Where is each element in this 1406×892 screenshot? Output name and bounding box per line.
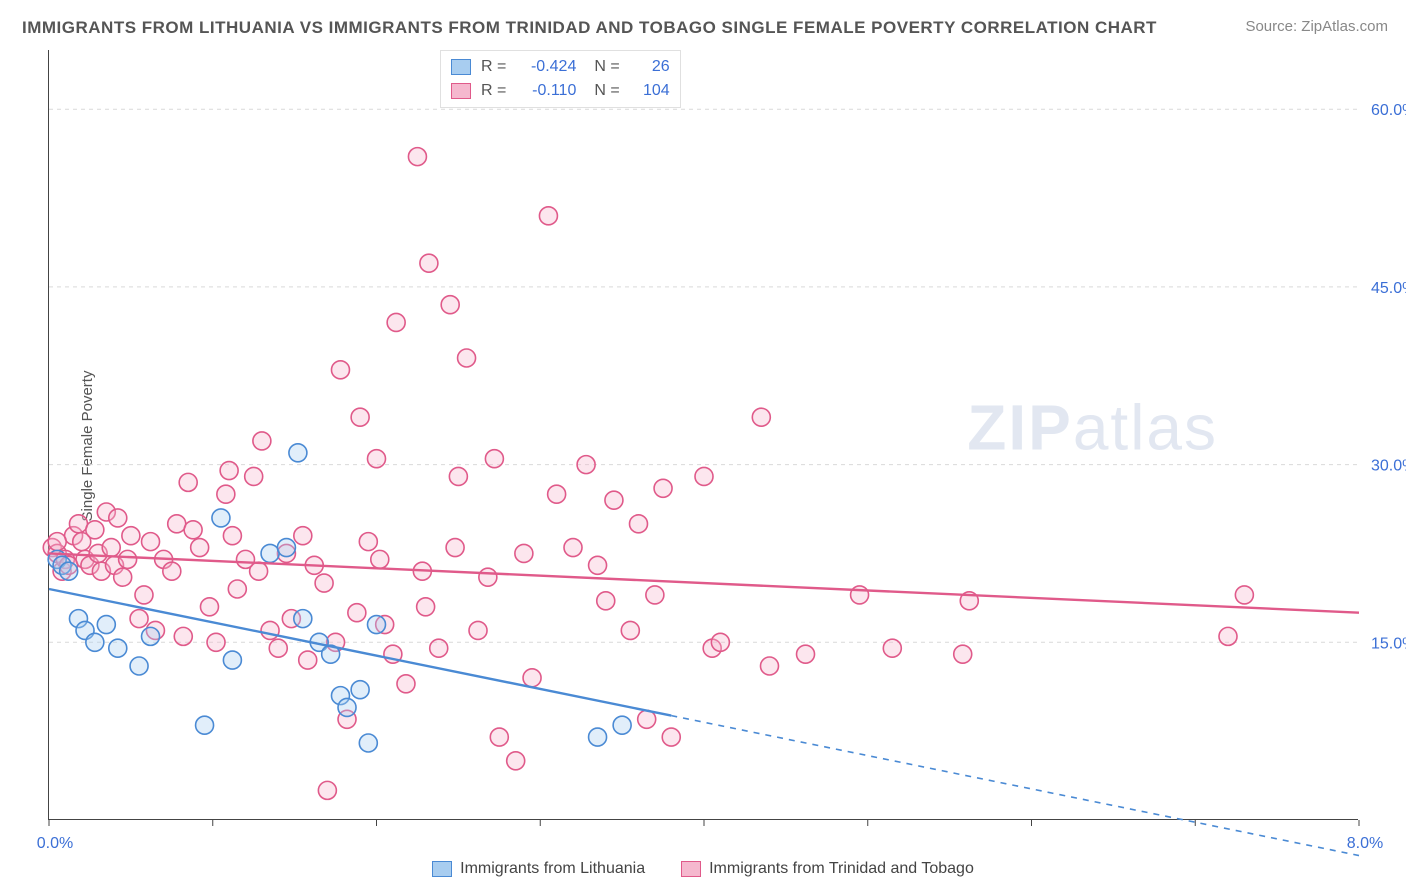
- svg-text:0.0%: 0.0%: [37, 835, 73, 852]
- r-value-trinidad: -0.110: [516, 82, 576, 100]
- svg-text:45.0%: 45.0%: [1371, 280, 1406, 297]
- legend-item-trinidad: Immigrants from Trinidad and Tobago: [681, 860, 974, 878]
- swatch-trinidad-bottom: [681, 861, 701, 877]
- series-label-trinidad: Immigrants from Trinidad and Tobago: [709, 860, 974, 878]
- n-value-trinidad: 104: [630, 82, 670, 100]
- swatch-trinidad: [451, 83, 471, 99]
- chart-container: IMMIGRANTS FROM LITHUANIA VS IMMIGRANTS …: [0, 0, 1406, 892]
- svg-text:60.0%: 60.0%: [1371, 102, 1406, 119]
- n-label: N =: [594, 82, 619, 100]
- r-value-lithuania: -0.424: [516, 58, 576, 76]
- series-label-lithuania: Immigrants from Lithuania: [460, 860, 645, 878]
- n-label: N =: [594, 58, 619, 76]
- r-label: R =: [481, 58, 506, 76]
- r-label: R =: [481, 82, 506, 100]
- legend-row-trinidad: R = -0.110 N = 104: [451, 79, 670, 103]
- swatch-lithuania-bottom: [432, 861, 452, 877]
- chart-source: Source: ZipAtlas.com: [1245, 18, 1388, 35]
- svg-text:8.0%: 8.0%: [1347, 835, 1383, 852]
- chart-title: IMMIGRANTS FROM LITHUANIA VS IMMIGRANTS …: [22, 18, 1157, 38]
- legend-correlation: R = -0.424 N = 26 R = -0.110 N = 104: [440, 50, 681, 108]
- plot-svg: 15.0%30.0%45.0%60.0%0.0%8.0%: [49, 50, 1358, 819]
- svg-text:30.0%: 30.0%: [1371, 458, 1406, 475]
- svg-text:15.0%: 15.0%: [1371, 635, 1406, 652]
- legend-item-lithuania: Immigrants from Lithuania: [432, 860, 645, 878]
- swatch-lithuania: [451, 59, 471, 75]
- legend-row-lithuania: R = -0.424 N = 26: [451, 55, 670, 79]
- plot-area: 15.0%30.0%45.0%60.0%0.0%8.0% ZIPatlas: [48, 50, 1358, 820]
- legend-series: Immigrants from Lithuania Immigrants fro…: [0, 860, 1406, 878]
- n-value-lithuania: 26: [630, 58, 670, 76]
